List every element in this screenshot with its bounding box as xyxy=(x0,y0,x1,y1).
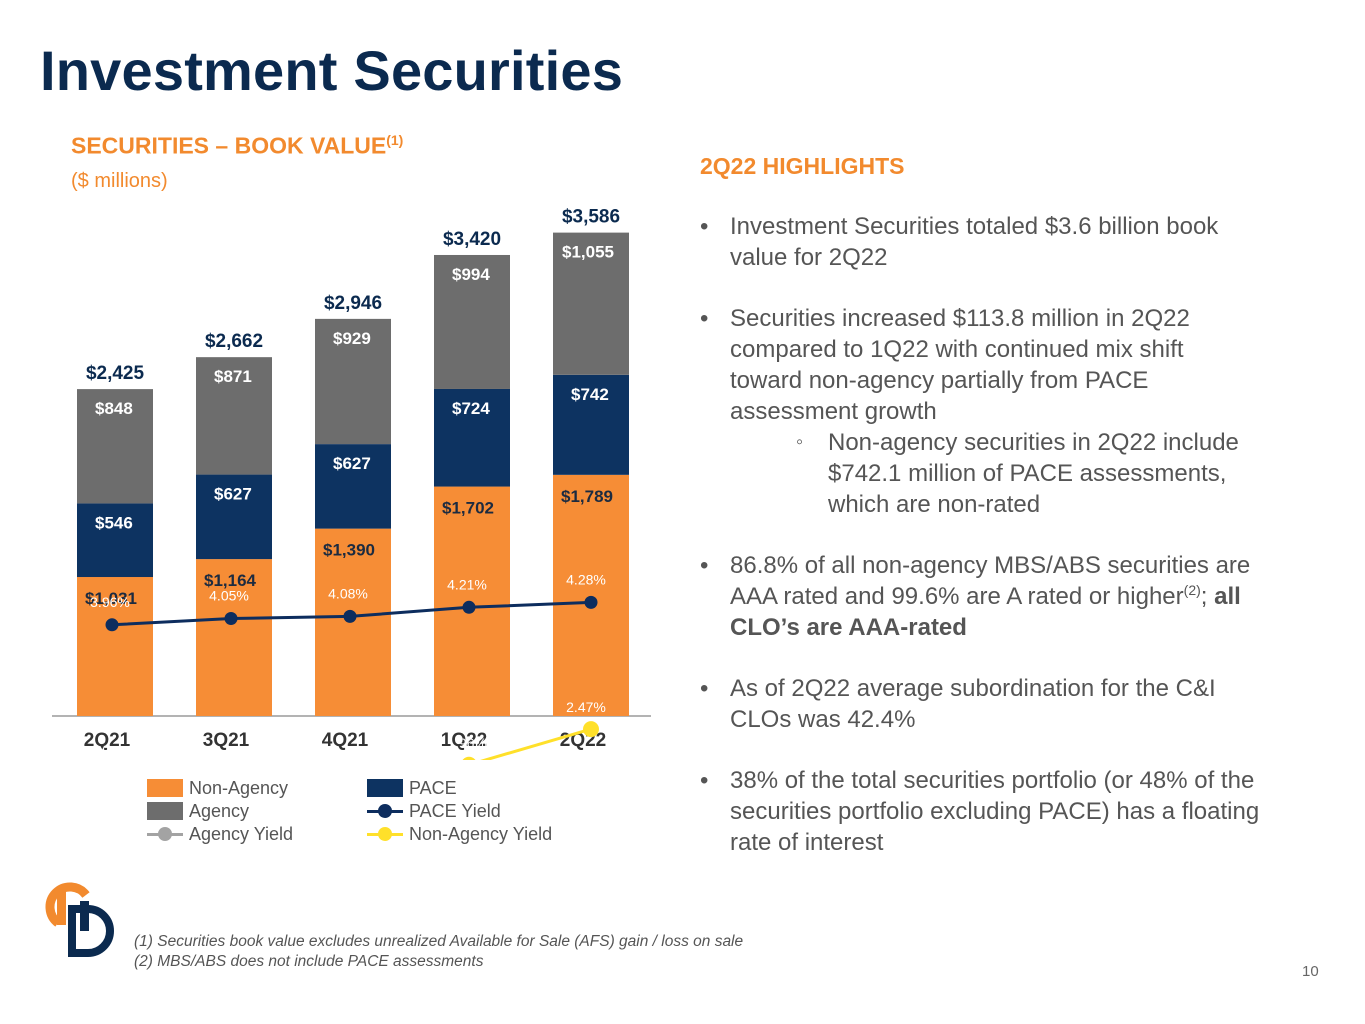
x-tick-label-1Q22: 1Q22 xyxy=(441,730,487,751)
highlight-bullet-3-text: 86.8% of all non-agency MBS/ABS securiti… xyxy=(730,552,1251,610)
yield-point-non-agency-yield-2Q22 xyxy=(583,721,599,738)
highlight-bullet-2-text: Securities increased $113.8 million in 2… xyxy=(730,305,1190,425)
bar-segment-pace-1Q22 xyxy=(434,388,510,487)
bar-total-label-4Q21: $2,946 xyxy=(324,293,382,314)
footnote-2: (2) MBS/ABS does not include PACE assess… xyxy=(134,953,484,970)
legend-marker-agency-yield xyxy=(158,827,172,841)
legend-marker-pace-yield xyxy=(378,804,392,818)
bar-segment-non-agency-4Q21 xyxy=(315,528,391,716)
bar-label-non-agency-3Q21: $1,164 xyxy=(204,571,257,590)
yield-point-pace-yield-4Q21 xyxy=(343,609,357,623)
yield-point-pace-yield-2Q22 xyxy=(584,595,598,609)
legend-label-pace: PACE xyxy=(409,778,457,798)
yield-label-non-agency-yield-2Q21: 1.84% xyxy=(90,743,130,759)
company-logo xyxy=(45,882,114,957)
bar-segment-non-agency-2Q21 xyxy=(77,577,153,716)
x-tick-label-2Q21: 2Q21 xyxy=(84,730,131,751)
bar-total-label-2Q21: $2,425 xyxy=(86,363,145,384)
legend-swatch-pace xyxy=(367,779,403,797)
bar-segment-agency-2Q21 xyxy=(77,389,153,504)
yield-label-pace-yield-4Q21: 4.08% xyxy=(328,585,368,601)
bar-label-non-agency-1Q22: $1,702 xyxy=(442,499,494,518)
highlight-sub-bullet: Non-agency securities in 2Q22 include $7… xyxy=(730,427,1260,520)
x-tick-label-3Q21: 3Q21 xyxy=(203,730,250,751)
bar-label-pace-1Q22: $724 xyxy=(452,399,490,418)
bar-segment-pace-2Q21 xyxy=(77,503,153,578)
bar-segment-agency-3Q21 xyxy=(196,357,272,475)
bar-label-pace-4Q21: $627 xyxy=(333,454,371,473)
page-number: 10 xyxy=(1302,963,1319,980)
yield-label-pace-yield-1Q22: 4.21% xyxy=(447,576,487,592)
footnotes: (1) Securities book value excludes unrea… xyxy=(134,932,743,972)
highlight-bullet-2: Securities increased $113.8 million in 2… xyxy=(700,303,1260,520)
highlight-bullet-4: As of 2Q22 average subordination for the… xyxy=(700,673,1260,735)
x-tick-label-4Q21: 4Q21 xyxy=(322,730,369,751)
highlights-list: Investment Securities totaled $3.6 billi… xyxy=(700,211,1260,888)
highlights-title: 2Q22 HIGHLIGHTS xyxy=(700,153,905,179)
yield-label-non-agency-yield-1Q22: 1.96% xyxy=(447,735,487,751)
bar-segment-pace-4Q21 xyxy=(315,444,391,529)
bar-segment-non-agency-3Q21 xyxy=(196,559,272,716)
securities-chart: $1,031 $546 $848 $2,425 2Q21 $1,164 $627 $871 $2… xyxy=(52,207,651,760)
legend-label-non-agency: Non-Agency xyxy=(189,778,289,798)
bar-segment-agency-2Q22 xyxy=(553,232,629,375)
yield-label-pace-yield-2Q22: 4.28% xyxy=(566,571,606,587)
chart-heading-footnote-ref: (1) xyxy=(386,132,404,148)
footnote-1: (1) Securities book value excludes unrea… xyxy=(134,933,744,950)
legend-label-pace-yield: PACE Yield xyxy=(409,801,501,821)
bar-label-agency-1Q22: $994 xyxy=(452,265,490,284)
bar-total-label-3Q21: $2,662 xyxy=(205,331,263,352)
legend-swatch-non-agency xyxy=(147,779,183,797)
bar-total-label-1Q22: $3,420 xyxy=(443,229,501,250)
yield-line-non-agency-yield xyxy=(480,727,592,760)
highlight-bullet-3-footnote-ref: (2) xyxy=(1183,582,1201,598)
bar-label-non-agency-2Q22: $1,789 xyxy=(561,487,613,506)
x-tick-label-2Q22: 2Q22 xyxy=(560,730,606,751)
yield-label-non-agency-yield-3Q21: 1.78% xyxy=(209,747,249,760)
yield-label-pace-yield-2Q21: 3.96% xyxy=(90,594,130,610)
highlight-bullet-5: 38% of the total securities portfolio (o… xyxy=(700,765,1260,858)
yield-point-non-agency-yield-1Q22 xyxy=(462,756,476,760)
legend-swatch-agency xyxy=(147,802,183,820)
yield-point-pace-yield-2Q21 xyxy=(105,618,119,632)
highlight-bullet-3: 86.8% of all non-agency MBS/ABS securiti… xyxy=(700,550,1260,643)
legend-label-non-agency-yield: Non-Agency Yield xyxy=(409,824,553,844)
legend-marker-non-agency-yield xyxy=(378,827,392,841)
yield-point-pace-yield-3Q21 xyxy=(224,612,238,625)
chart-heading: SECURITIES – BOOK VALUE(1) xyxy=(71,132,403,160)
bar-label-agency-2Q22: $1,055 xyxy=(562,243,614,262)
bar-label-agency-2Q21: $848 xyxy=(95,399,133,418)
bar-label-pace-3Q21: $627 xyxy=(214,485,252,504)
bar-label-non-agency-2Q21: $1,031 xyxy=(85,589,137,608)
bar-label-agency-3Q21: $871 xyxy=(214,367,252,386)
bar-segment-non-agency-2Q22 xyxy=(553,474,629,716)
bar-label-non-agency-4Q21: $1,390 xyxy=(323,541,375,560)
bar-total-label-2Q22: $3,586 xyxy=(562,207,620,228)
chart-heading-text: SECURITIES – BOOK VALUE xyxy=(71,132,387,159)
bar-label-pace-2Q22: $742 xyxy=(571,385,609,404)
bar-segment-non-agency-1Q22 xyxy=(434,486,510,716)
legend-label-agency-yield: Agency Yield xyxy=(189,824,294,844)
highlight-bullet-3-emphasis: all CLO’s are AAA-rated xyxy=(730,583,1241,641)
bar-label-pace-2Q21: $546 xyxy=(95,513,133,532)
bar-segment-pace-2Q22 xyxy=(553,374,629,475)
yield-label-pace-yield-3Q21: 4.05% xyxy=(209,588,249,604)
page-title: Investment Securities xyxy=(40,39,624,102)
highlight-bullet-3-separator: ; xyxy=(1200,583,1215,610)
chart-legend: Non-Agency Agency Agency Yield PACE PACE… xyxy=(147,777,607,847)
yield-label-non-agency-yield-2Q22: 2.47% xyxy=(566,699,606,715)
highlight-bullet-1: Investment Securities totaled $3.6 billi… xyxy=(700,211,1260,273)
chart-units: ($ millions) xyxy=(71,170,168,192)
bar-segment-agency-1Q22 xyxy=(434,254,510,389)
legend-label-agency: Agency xyxy=(189,801,250,821)
bar-segment-pace-3Q21 xyxy=(196,474,272,560)
yield-label-non-agency-yield-4Q21: 1.78% xyxy=(328,747,368,760)
bar-label-agency-4Q21: $929 xyxy=(333,329,371,348)
yield-point-pace-yield-1Q22 xyxy=(462,600,476,614)
bar-segment-agency-4Q21 xyxy=(315,318,391,445)
